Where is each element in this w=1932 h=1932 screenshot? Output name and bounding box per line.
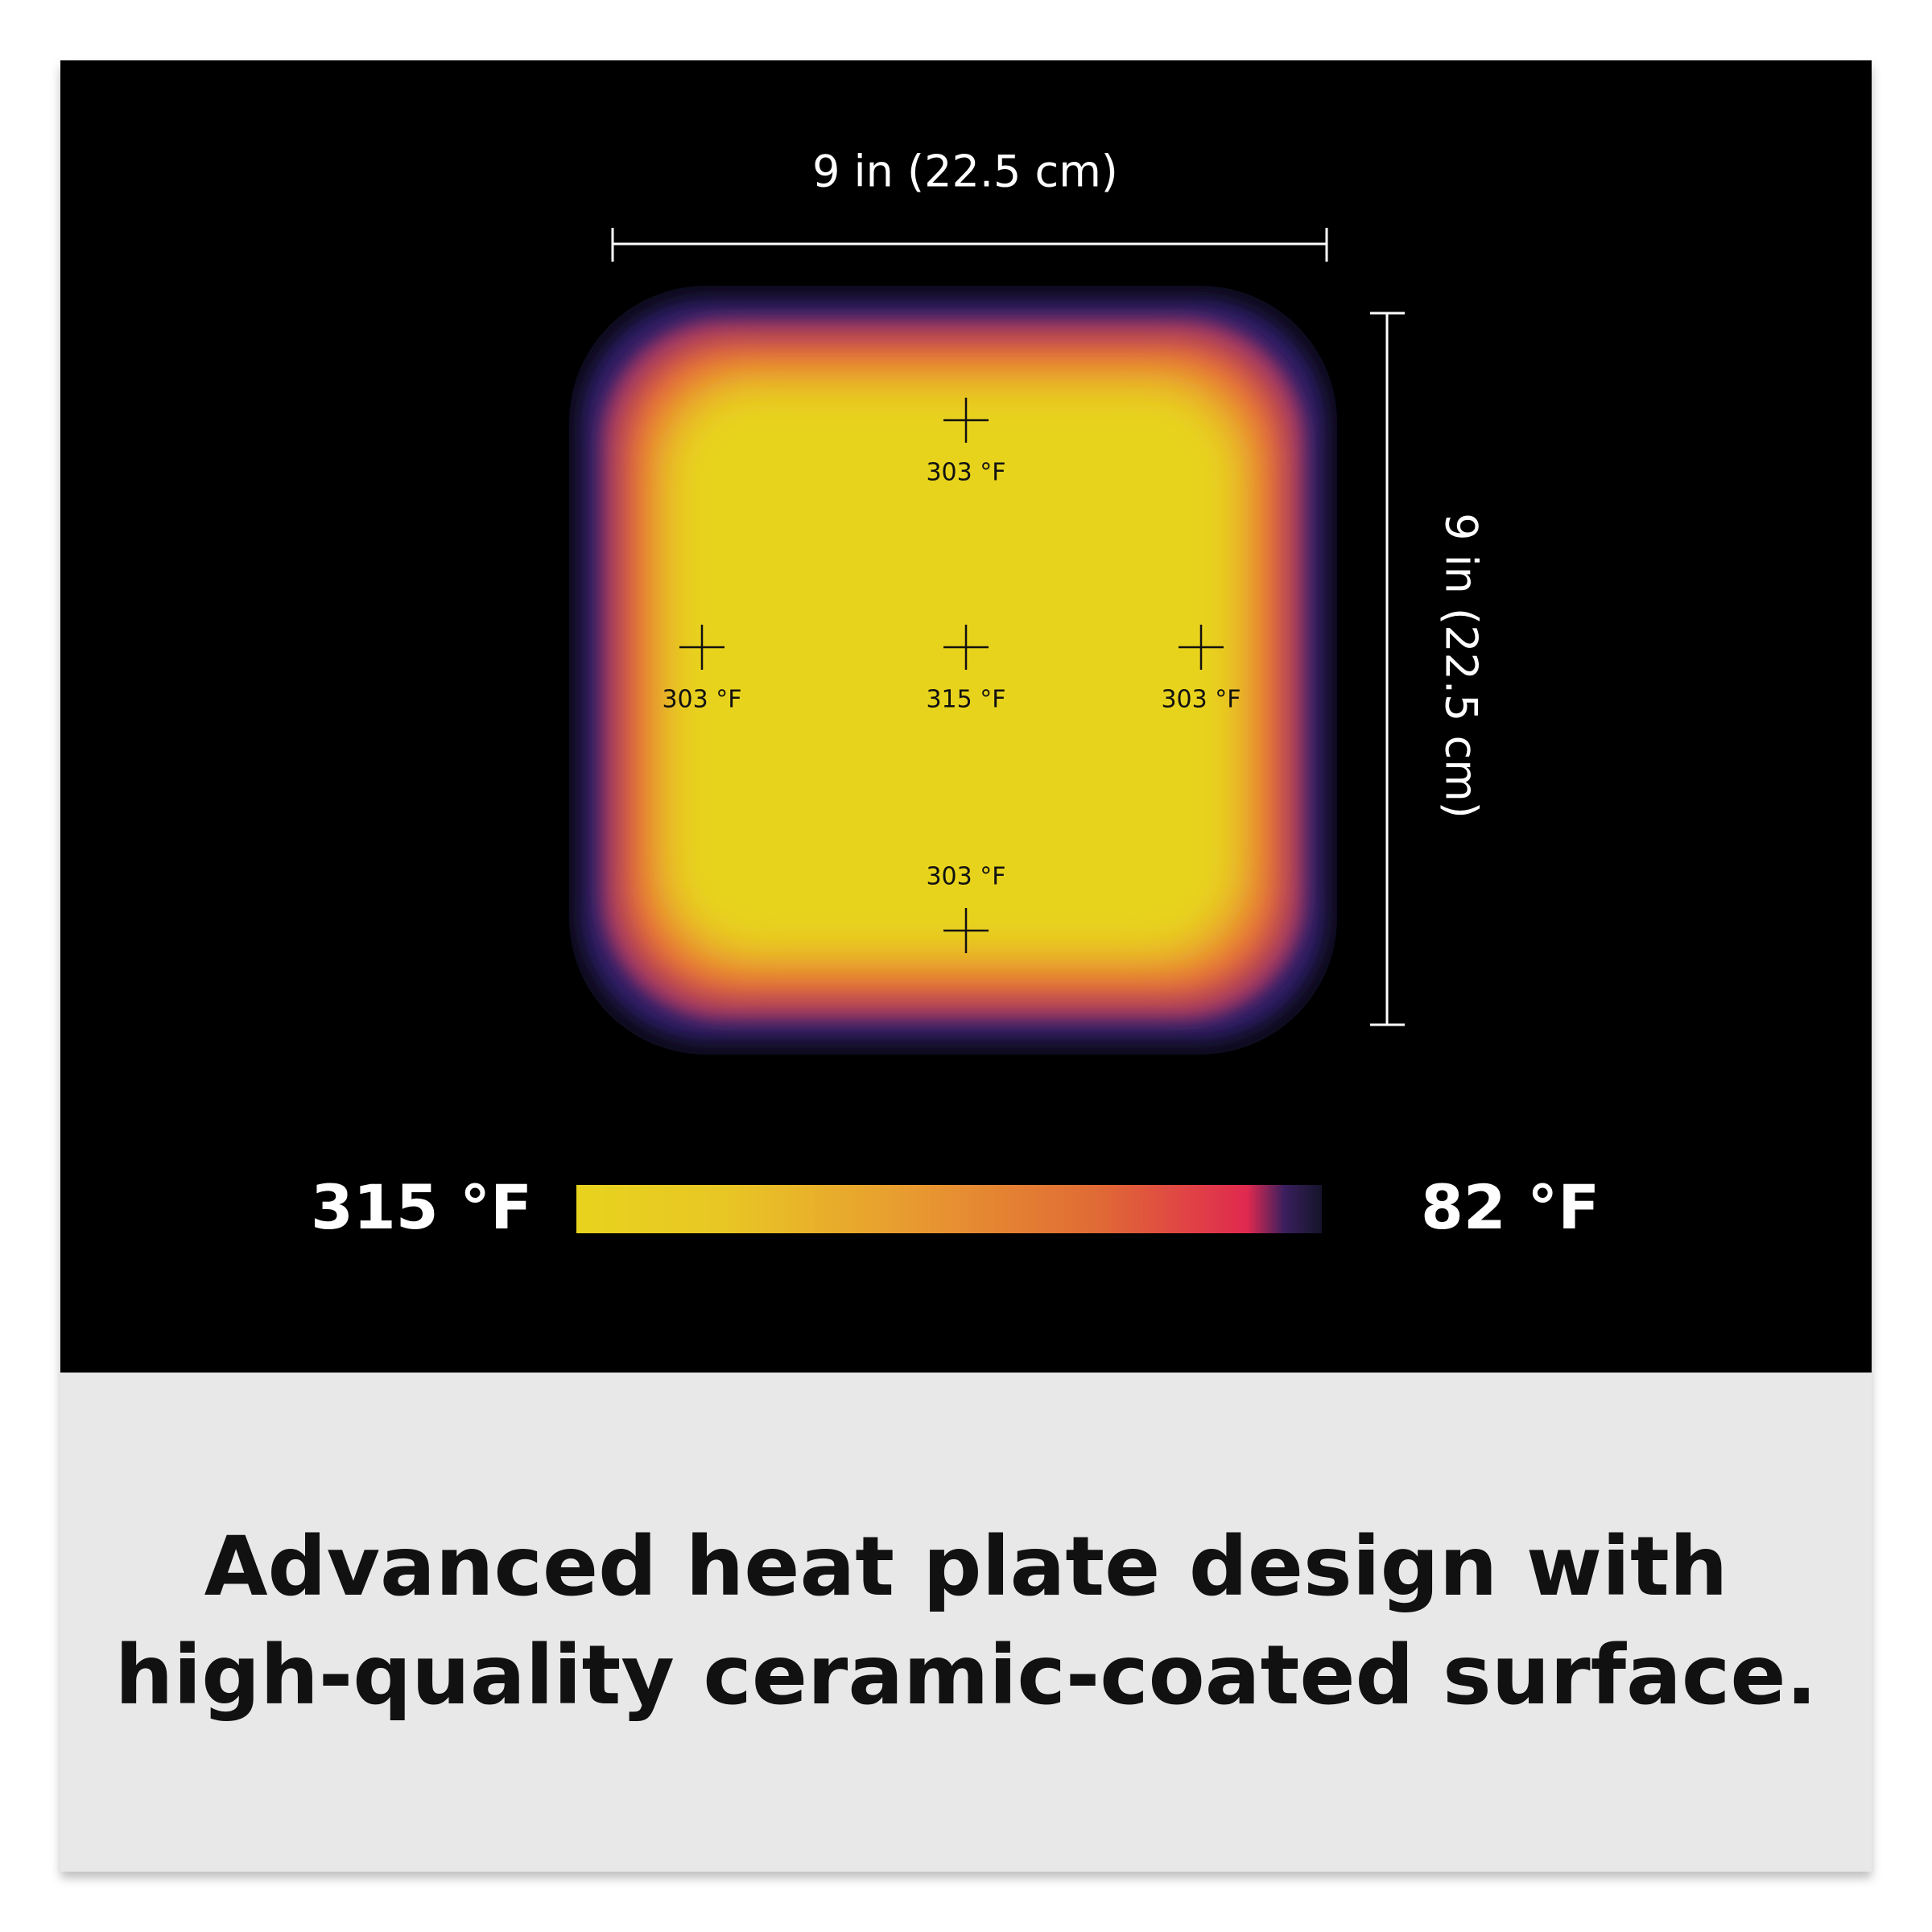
caption-line: Advanced heat plate design with: [204, 1519, 1728, 1615]
color-scale: [576, 1185, 1322, 1233]
reading-label: 303 °F: [662, 686, 741, 714]
height-label: 9 in (22.5 cm): [1435, 513, 1486, 819]
light-panel: [60, 1373, 1872, 1872]
scale-min-label: 82 °F: [1421, 1171, 1600, 1243]
heat-map: [569, 286, 1337, 1055]
crosshairs: [679, 398, 1224, 953]
width-dimension-line: [611, 228, 1328, 262]
card: [60, 60, 1872, 1872]
reading-label: 303 °F: [1161, 686, 1241, 714]
reading-label: 303 °F: [926, 459, 1005, 487]
reading-label: 303 °F: [926, 863, 1005, 891]
height-dimension-line: [1370, 312, 1405, 1026]
width-label: 9 in (22.5 cm): [812, 147, 1118, 197]
scale-max-label: 315 °F: [311, 1171, 532, 1243]
caption-line: high-quality ceramic-coated surface.: [115, 1628, 1818, 1724]
reading-label: 315 °F: [926, 686, 1005, 714]
